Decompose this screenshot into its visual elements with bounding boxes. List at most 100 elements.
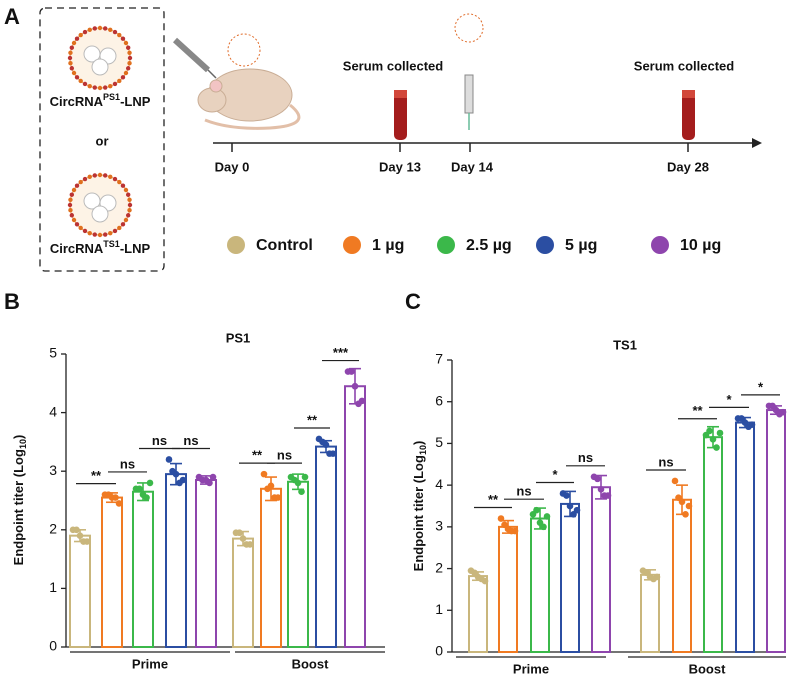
lnp-label: CircRNATS1-LNP: [50, 239, 151, 256]
lnp-lipid: [71, 40, 77, 46]
bar: [766, 409, 786, 653]
y-axis-label: Endpoint titer (Log10): [411, 441, 428, 572]
data-point: [566, 502, 574, 510]
lnp-prefix: CircRNA: [50, 241, 104, 256]
day-label: Day 0: [215, 159, 250, 174]
data-point: [239, 535, 247, 542]
data-point: [716, 429, 724, 437]
y-tick-label: 0: [435, 643, 443, 659]
y-tick-label: 0: [49, 638, 57, 654]
data-point: [653, 573, 661, 581]
lnp-lipid: [87, 230, 92, 236]
data-point: [713, 444, 720, 451]
data-point: [348, 368, 355, 375]
lnp-lipid: [125, 45, 131, 50]
day-label: Day 13: [379, 159, 421, 174]
lnp-lipid: [78, 225, 83, 231]
lnp-lipid: [125, 213, 131, 218]
data-point: [351, 382, 359, 390]
data-point: [267, 482, 275, 490]
significance-label: **: [91, 468, 102, 483]
chart-title: PS1: [226, 330, 251, 345]
lnp-lipid: [103, 85, 108, 90]
lnp-lipid: [71, 70, 77, 76]
y-label-sub: 10: [418, 445, 428, 455]
panel-letter: B: [4, 289, 20, 314]
data-point: [301, 473, 309, 481]
lnp-lipid: [108, 27, 113, 33]
significance-label: ns: [516, 484, 531, 499]
lnp-lipid: [74, 183, 80, 188]
bar: [530, 517, 550, 653]
lnp-lipid: [108, 230, 113, 236]
data-point: [322, 441, 330, 449]
lnp-lipid: [71, 187, 77, 193]
data-point: [597, 486, 605, 493]
lnp-lipid: [123, 70, 129, 76]
y-tick-label: 5: [49, 345, 57, 361]
data-point: [146, 479, 154, 487]
lnp-lipid: [97, 172, 103, 178]
lnp-lipid: [108, 83, 113, 89]
day-label: Day 28: [667, 159, 709, 174]
data-point: [685, 502, 693, 510]
legend-swatch: [227, 236, 245, 254]
bar: [287, 480, 309, 648]
lnp-lipid: [78, 32, 83, 38]
significance-label: ns: [578, 450, 593, 465]
data-point: [143, 494, 150, 501]
y-tick-label: 3: [435, 518, 443, 534]
significance-label: ns: [183, 433, 198, 448]
data-point: [709, 435, 717, 443]
legend-swatch: [536, 236, 554, 254]
data-point: [115, 500, 123, 507]
lnp-lipid: [125, 66, 131, 71]
data-point: [246, 541, 254, 548]
lnp-lipid: [117, 179, 122, 185]
y-tick-label: 4: [435, 476, 443, 492]
legend-label: 2.5 µg: [466, 237, 512, 254]
lnp-lipid: [82, 81, 88, 87]
lnp-sup: PS1: [103, 92, 120, 102]
data-point: [573, 506, 581, 514]
significance-label: **: [307, 412, 318, 427]
lnp-lipid: [82, 228, 88, 234]
significance-label: **: [692, 403, 703, 418]
lnp-lipid: [117, 32, 122, 38]
y-label-end: ): [11, 435, 26, 439]
bar: [344, 385, 366, 648]
lnp-icons: [67, 25, 133, 238]
bar: [672, 498, 692, 653]
lnp-lipid: [112, 81, 118, 87]
lnp-label: CircRNAPS1-LNP: [50, 92, 151, 109]
lnp-lipid: [87, 27, 92, 33]
legend-swatch: [651, 236, 669, 254]
data-point: [236, 529, 243, 537]
lnp-lipid: [125, 192, 131, 197]
lnp-lipid: [74, 75, 80, 80]
y-tick-label: 5: [435, 434, 443, 450]
y-tick-label: 1: [49, 579, 57, 595]
data-point: [73, 526, 80, 534]
y-label-sub: 10: [18, 439, 28, 449]
lnp-lipid: [87, 174, 92, 180]
x-tick-label: Boost: [689, 661, 727, 676]
data-point: [172, 470, 180, 478]
bar: [703, 436, 723, 653]
lnp-lipid: [69, 192, 75, 197]
event-label: Serum collected: [634, 58, 734, 73]
data-point: [748, 421, 756, 428]
lnp-box: [39, 7, 165, 272]
data-point: [706, 427, 713, 435]
lnp-lipid: [117, 225, 122, 231]
data-point: [594, 475, 601, 483]
lnp-lipid: [97, 232, 103, 238]
bar: [232, 537, 254, 649]
data-point: [511, 527, 519, 535]
data-point: [543, 513, 551, 520]
y-axis-label: Endpoint titer (Log10): [11, 435, 28, 566]
bar: [195, 478, 217, 648]
y-tick-label: 7: [435, 351, 443, 367]
